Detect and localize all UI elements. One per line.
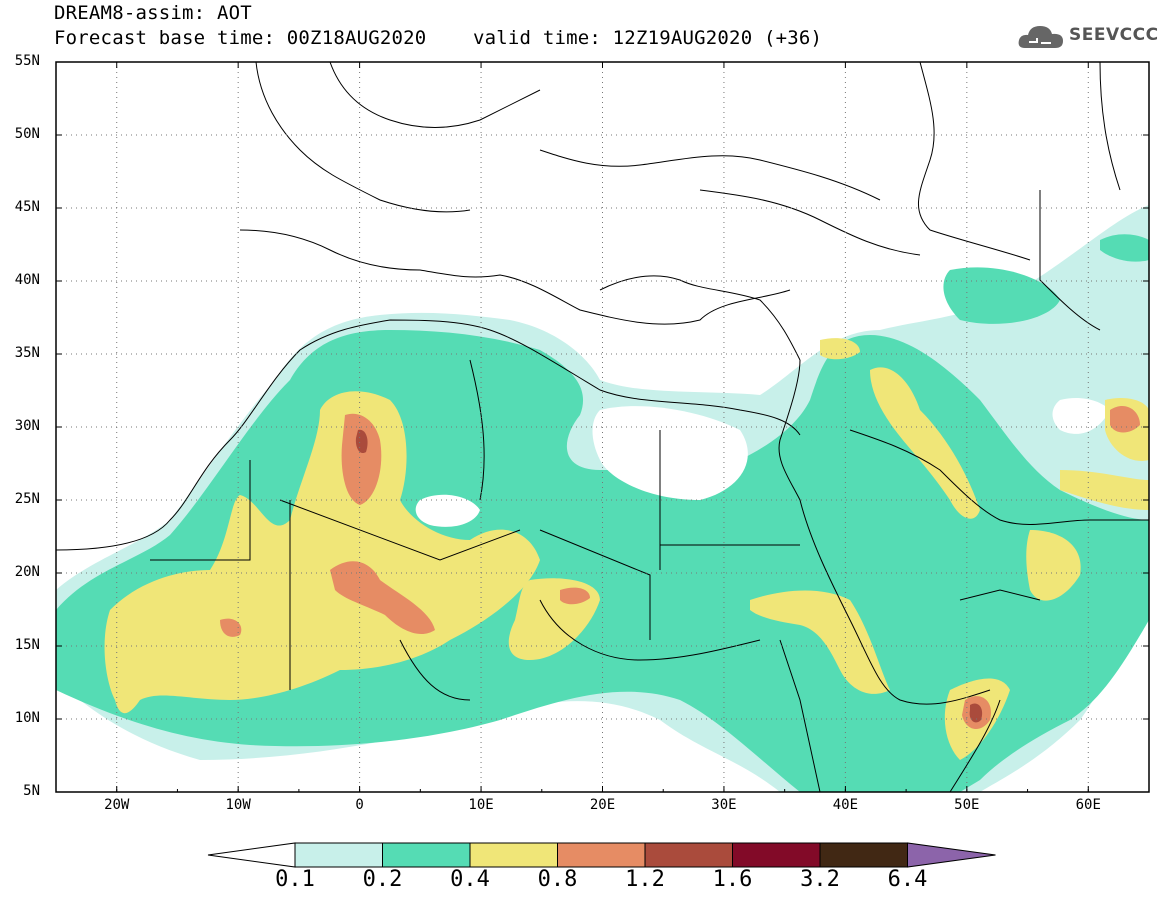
lat-label: 15N [14, 637, 40, 653]
lon-label: 20E [589, 797, 616, 813]
logo-text: SEEVCCC [1069, 25, 1159, 45]
cloud-icon [1018, 26, 1063, 48]
aot-field [56, 205, 1149, 792]
colorbar-label: 0.4 [450, 867, 490, 892]
lat-label: 55N [14, 53, 40, 69]
lon-label: 10E [468, 797, 494, 813]
coastlines [56, 62, 1149, 792]
colorbar-label: 0.1 [275, 867, 315, 892]
lon-label: 10W [225, 797, 251, 813]
lon-label: 50E [954, 797, 980, 813]
colorbar [207, 842, 996, 868]
lat-label: 30N [14, 418, 40, 434]
colorbar-high-arrow [907, 842, 996, 868]
colorbar-segment [557, 842, 646, 868]
lat-label: 50N [14, 126, 40, 142]
lon-label: 0 [355, 797, 364, 813]
lon-label: 30E [711, 797, 737, 813]
colorbar-label: 0.8 [537, 867, 578, 892]
colorbar-segment [469, 842, 558, 868]
lat-label: 40N [14, 272, 40, 288]
colorbar-label: 6.4 [887, 867, 928, 892]
colorbar-low-arrow [207, 842, 296, 868]
lat-label: 35N [14, 345, 40, 361]
colorbar-label: 0.2 [362, 867, 403, 892]
gridlines [56, 62, 1149, 792]
lon-label: 20W [104, 797, 130, 813]
colorbar-segment [732, 842, 821, 868]
seevccc-logo: SEEVCCC [1017, 20, 1159, 56]
lon-label: 40E [832, 797, 859, 813]
lat-label: 45N [14, 199, 40, 215]
colorbar-segment [644, 842, 733, 868]
colorbar-label: 1.2 [625, 867, 665, 892]
colorbar-segment [294, 842, 383, 868]
lat-label: 10N [14, 710, 40, 726]
forecast-time-subtitle: Forecast base time: 00Z18AUG2020 valid t… [54, 27, 823, 49]
colorbar-segment [819, 842, 908, 868]
map-title: DREAM8-assim: AOT [54, 2, 252, 24]
lon-label: 60E [1075, 797, 1101, 813]
colorbar-label: 3.2 [800, 867, 840, 892]
lat-label: 20N [14, 564, 40, 580]
lat-label: 25N [14, 491, 40, 507]
colorbar-segment [382, 842, 471, 868]
lat-label: 5N [23, 783, 40, 799]
colorbar-label: 1.6 [712, 867, 753, 892]
axis-ticks [55, 61, 1150, 793]
